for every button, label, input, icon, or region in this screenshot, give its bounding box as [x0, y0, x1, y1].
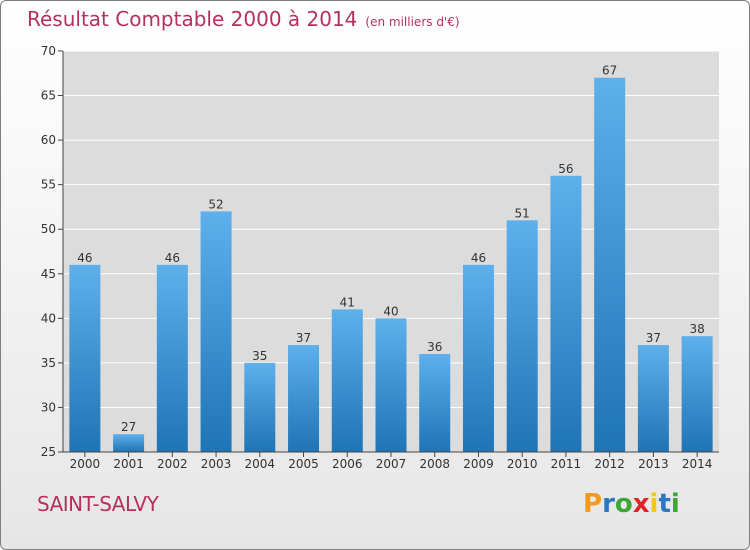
bar-value-label: 56 — [558, 162, 573, 176]
x-tick-label: 2008 — [419, 457, 450, 471]
logo-letter: i — [649, 489, 659, 519]
bar — [288, 345, 320, 452]
bar-value-label: 27 — [121, 420, 136, 434]
y-tick-label: 30 — [41, 400, 56, 414]
y-tick-label: 40 — [41, 311, 56, 325]
logo-letter: o — [614, 489, 633, 519]
x-tick-label: 2002 — [157, 457, 188, 471]
y-tick-label: 55 — [41, 178, 56, 192]
bar — [244, 362, 276, 452]
bar — [550, 175, 582, 452]
y-tick-label: 70 — [41, 44, 56, 58]
bar-value-label: 46 — [165, 251, 180, 265]
bar-value-label: 35 — [252, 349, 267, 363]
bar-value-label: 40 — [383, 304, 398, 318]
logo-letter: x — [632, 489, 650, 519]
y-tick-label: 45 — [41, 267, 56, 281]
y-tick-label: 65 — [41, 89, 56, 103]
logo-letter: t — [658, 489, 671, 519]
x-tick-label: 2011 — [551, 457, 582, 471]
bar — [69, 264, 101, 452]
x-tick-label: 2000 — [70, 457, 101, 471]
bar — [681, 336, 713, 452]
x-tick-label: 2013 — [638, 457, 669, 471]
bar-value-label: 41 — [340, 295, 355, 309]
proxiti-logo: Proxiti — [583, 489, 680, 519]
logo-letter: r — [602, 489, 615, 519]
x-tick-label: 2004 — [245, 457, 276, 471]
chart-title-text: Résultat Comptable 2000 à 2014 — [27, 7, 358, 31]
logo-letter: P — [583, 489, 603, 519]
bar — [594, 77, 626, 452]
bar-value-label: 37 — [646, 331, 661, 345]
bar — [331, 309, 363, 452]
logo-letter: i — [670, 489, 680, 519]
chart-subtitle: (en milliers d'€) — [365, 15, 460, 29]
bar — [462, 264, 494, 452]
bar — [419, 353, 451, 452]
x-tick-label: 2003 — [201, 457, 232, 471]
bar-value-label: 37 — [296, 331, 311, 345]
bar — [637, 345, 669, 452]
x-tick-label: 2007 — [376, 457, 407, 471]
x-tick-label: 2005 — [288, 457, 319, 471]
x-tick-label: 2010 — [507, 457, 538, 471]
x-tick-label: 2006 — [332, 457, 363, 471]
bar-value-label: 46 — [471, 251, 486, 265]
chart-title: Résultat Comptable 2000 à 2014 (en millie… — [27, 7, 460, 31]
bar-value-label: 38 — [689, 322, 704, 336]
bar — [506, 220, 538, 452]
place-name: SAINT-SALVY — [37, 492, 159, 516]
bar-value-label: 46 — [77, 251, 92, 265]
bar — [156, 264, 188, 452]
bar-value-label: 67 — [602, 64, 617, 78]
bar-value-label: 36 — [427, 340, 442, 354]
bar — [113, 434, 145, 452]
bar-value-label: 52 — [208, 197, 223, 211]
bar-value-label: 51 — [515, 206, 530, 220]
x-tick-label: 2001 — [113, 457, 144, 471]
y-tick-label: 60 — [41, 133, 56, 147]
x-tick-label: 2009 — [463, 457, 494, 471]
y-tick-label: 35 — [41, 356, 56, 370]
bar — [200, 211, 232, 452]
bar — [375, 318, 407, 452]
y-tick-label: 25 — [41, 445, 56, 459]
x-tick-label: 2012 — [594, 457, 625, 471]
y-tick-label: 50 — [41, 222, 56, 236]
x-tick-label: 2014 — [682, 457, 713, 471]
